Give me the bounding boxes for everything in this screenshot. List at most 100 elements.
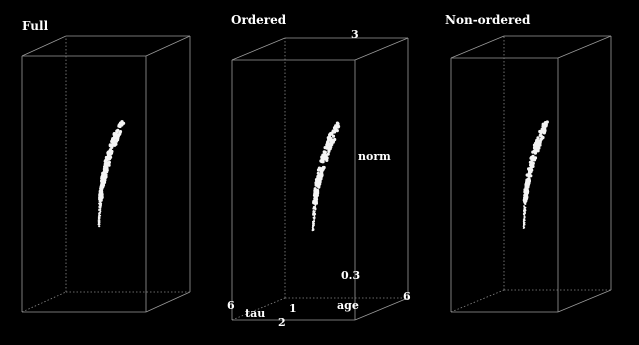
data-point [326, 140, 330, 144]
data-point [525, 194, 529, 198]
data-point [98, 220, 100, 223]
data-point [524, 190, 528, 194]
data-point [107, 156, 111, 160]
box-edge [145, 291, 191, 313]
data-point [327, 136, 331, 140]
x-tick-min: 1 [289, 302, 297, 315]
panel-ordered: Ordered 3 norm 0.3 1 age 6 6 tau 2 [227, 13, 411, 329]
data-point [115, 129, 119, 134]
data-point [99, 185, 103, 189]
data-point [111, 137, 115, 141]
data-point [543, 128, 547, 133]
data-point [540, 127, 544, 131]
data-point [317, 182, 321, 186]
data-point [536, 136, 540, 140]
data-point [99, 192, 103, 196]
data-point [538, 140, 542, 144]
box-edge-hidden [231, 297, 286, 321]
data-point [534, 147, 538, 151]
y-tick-min: 2 [278, 316, 286, 329]
data-point [99, 196, 103, 200]
data-point [116, 134, 120, 138]
data-point [106, 152, 110, 156]
panel-title-ordered: Ordered [231, 13, 287, 27]
data-point [528, 166, 533, 170]
data-point [337, 124, 341, 129]
data-point [313, 187, 317, 191]
data-point [316, 171, 320, 175]
data-point [533, 150, 537, 154]
x-tick-max: 6 [403, 290, 411, 303]
data-point [320, 174, 324, 178]
data-point [98, 206, 100, 208]
z-tick-max: 3 [351, 28, 359, 41]
data-point [327, 149, 331, 153]
data-point [539, 134, 543, 138]
data-point [114, 139, 119, 143]
data-point [97, 223, 100, 226]
data-point [98, 209, 100, 212]
data-point [98, 212, 100, 215]
data-point [523, 200, 527, 204]
box-edge [557, 35, 612, 59]
data-point [103, 162, 107, 166]
data-point [313, 206, 315, 209]
panel-title-non-ordered: Non-ordered [445, 13, 531, 27]
data-point [312, 193, 317, 197]
data-point [311, 226, 314, 229]
data-point [333, 130, 337, 134]
data-point [104, 155, 108, 160]
data-point [539, 137, 543, 141]
z-axis-label: norm [358, 150, 391, 163]
data-point [318, 177, 322, 181]
data-point [312, 210, 315, 212]
data-point [523, 213, 525, 216]
panel-full: Full [21, 19, 191, 313]
box-edge-hidden [21, 291, 67, 313]
data-point [316, 174, 320, 179]
data-point [330, 132, 334, 136]
box-edge [21, 35, 67, 57]
data-point [535, 140, 539, 144]
data-point [526, 182, 531, 186]
point-cloud [97, 120, 126, 228]
data-point [99, 189, 103, 193]
data-point [312, 223, 315, 225]
data-point [314, 190, 318, 195]
data-point [321, 167, 325, 171]
data-point [111, 140, 115, 144]
data-point [102, 180, 107, 184]
data-point [313, 219, 315, 222]
data-point [522, 227, 525, 230]
data-point [528, 170, 532, 174]
data-point [321, 155, 325, 159]
data-point [111, 143, 115, 147]
data-point [98, 225, 100, 228]
data-point [108, 143, 112, 147]
data-point [325, 146, 329, 150]
data-point [97, 218, 100, 221]
x-axis-label: age [337, 299, 359, 312]
data-point [538, 129, 542, 134]
box-edge [145, 35, 191, 57]
data-point [314, 207, 317, 210]
data-point [333, 126, 337, 130]
box-edge [450, 35, 505, 59]
y-axis-label: tau [245, 307, 265, 320]
data-point [320, 159, 324, 164]
data-point [118, 131, 122, 135]
data-point [544, 123, 548, 127]
data-point [531, 161, 535, 165]
box-edge-hidden [450, 289, 505, 313]
data-point [117, 124, 121, 128]
box-edge [354, 297, 409, 321]
data-point [545, 120, 549, 124]
data-point [523, 215, 526, 218]
data-point [98, 214, 101, 217]
data-point [525, 180, 529, 184]
data-point [315, 202, 317, 205]
data-point [527, 174, 531, 178]
y-tick-max: 6 [227, 299, 235, 312]
data-point [323, 150, 327, 154]
